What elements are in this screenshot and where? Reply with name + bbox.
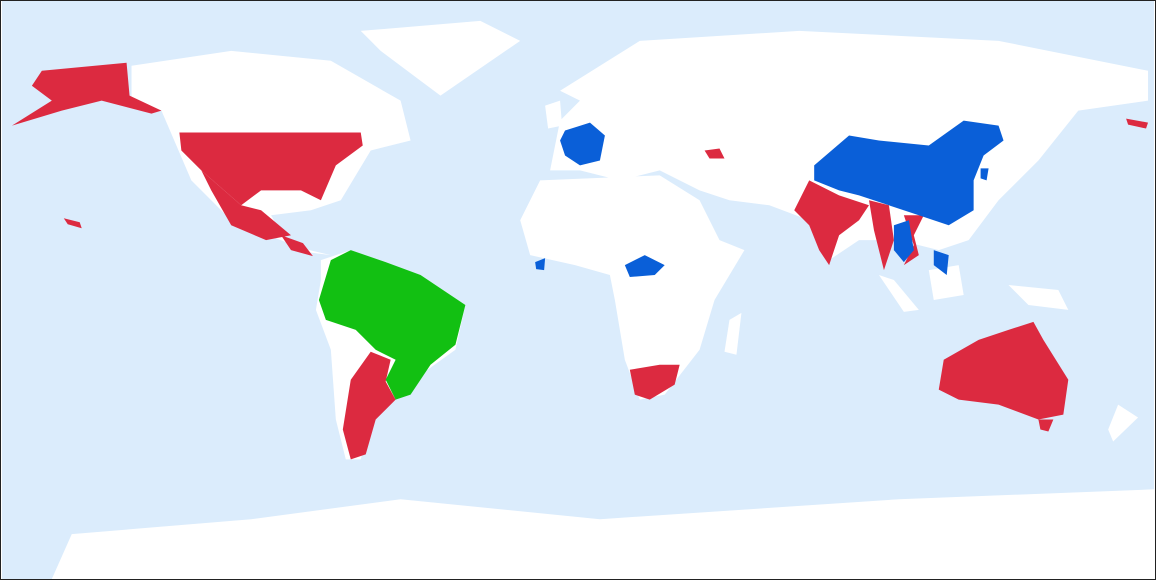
region-georgia[interactable] (704, 148, 725, 159)
antarctica[interactable] (51, 489, 1155, 579)
region-central-america[interactable] (281, 235, 313, 257)
africa[interactable] (520, 175, 745, 400)
uk[interactable] (545, 100, 563, 129)
region-central-african-republic[interactable] (624, 255, 665, 278)
region-south-africa[interactable] (629, 364, 680, 400)
indonesia-borneo[interactable] (928, 265, 964, 300)
region-tasmania[interactable] (1038, 419, 1054, 432)
madagascar[interactable] (724, 312, 742, 355)
region-kamchatka-tip[interactable] (1126, 118, 1149, 129)
blue-group (535, 120, 1004, 278)
japan[interactable] (998, 140, 1029, 186)
region-alaska[interactable] (11, 62, 162, 126)
indonesia-sumatra[interactable] (878, 275, 919, 312)
region-australia[interactable] (938, 321, 1069, 420)
greenland[interactable] (360, 20, 521, 96)
new-zealand[interactable] (1108, 404, 1139, 442)
region-myanmar[interactable] (868, 200, 894, 271)
region-brazil[interactable] (318, 250, 466, 400)
region-argentina[interactable] (342, 351, 396, 460)
region-sierra-leone[interactable] (535, 258, 546, 271)
region-hawaii[interactable] (63, 218, 82, 229)
region-france[interactable] (560, 122, 605, 166)
region-mexico[interactable] (201, 170, 291, 241)
green-group (318, 250, 466, 400)
region-taiwan[interactable] (980, 168, 989, 181)
region-thailand[interactable] (893, 220, 914, 263)
new-guinea[interactable] (1008, 285, 1069, 310)
region-usa[interactable] (179, 132, 363, 206)
region-india[interactable] (794, 180, 869, 266)
red-group (11, 62, 1149, 460)
region-china[interactable] (814, 120, 1004, 226)
region-philippines[interactable] (933, 250, 949, 276)
